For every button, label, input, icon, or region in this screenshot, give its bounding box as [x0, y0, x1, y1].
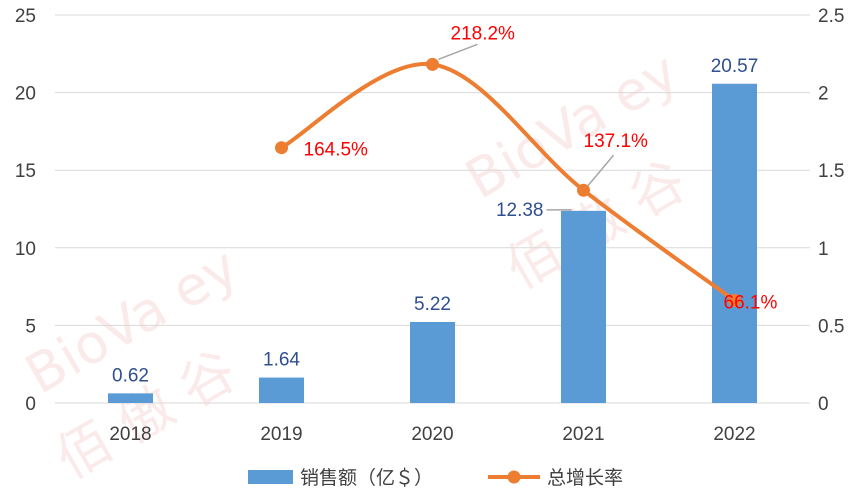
left-y-tick-label: 25	[15, 6, 36, 27]
right-y-tick-label: 2.5	[818, 6, 844, 27]
growth-rate-point	[426, 57, 439, 71]
legend-line-label: 总增长率	[547, 467, 623, 489]
legend-bar-swatch	[248, 470, 293, 484]
bar	[259, 377, 304, 403]
rate-data-label: 164.5%	[304, 140, 369, 161]
x-tick-label: 2018	[109, 424, 151, 445]
left-y-tick-label: 20	[15, 84, 36, 105]
x-tick-label: 2019	[260, 424, 302, 445]
bar-data-label: 5.22	[414, 294, 451, 315]
right-y-tick-label: 1.5	[818, 161, 844, 182]
bar-data-label: 1.64	[263, 350, 300, 371]
line-series: 164.5% 218.2% 137.1% 66.1%	[275, 23, 777, 313]
left-y-tick-label: 0	[25, 394, 36, 415]
rate-data-label: 218.2%	[451, 23, 516, 44]
bar-data-label: 0.62	[112, 365, 149, 386]
right-y-tick-label: 1	[818, 239, 829, 260]
bar	[108, 393, 153, 403]
left-y-axis: 0 5 10 15 20 25	[15, 6, 36, 415]
growth-rate-point	[728, 293, 741, 307]
bar-data-label: 12.38	[496, 200, 544, 221]
legend-bar-label: 销售额（亿＄）	[300, 467, 433, 489]
bar-series: 0.62 1.64 5.22 12.38 20.57	[108, 56, 758, 403]
left-y-tick-label: 10	[15, 239, 36, 260]
bar	[561, 210, 606, 403]
x-tick-label: 2021	[562, 424, 604, 445]
left-y-tick-label: 15	[15, 161, 36, 182]
rate-data-label: 66.1%	[724, 292, 778, 313]
growth-rate-point	[577, 183, 590, 197]
legend: 销售额（亿＄） 总增长率	[248, 467, 623, 489]
legend-line-marker	[507, 470, 521, 484]
right-y-axis: 0 0.5 1 1.5 2 2.5	[818, 6, 844, 415]
growth-rate-line	[279, 62, 737, 303]
x-axis: 2018 2019 2020 2021 2022	[109, 424, 755, 445]
bar	[712, 83, 757, 403]
right-y-tick-label: 0	[818, 394, 829, 415]
x-tick-label: 2022	[713, 424, 755, 445]
growth-rate-point	[275, 141, 288, 155]
x-tick-label: 2020	[411, 424, 453, 445]
bar-data-label: 20.57	[711, 56, 759, 77]
bar	[410, 321, 455, 403]
right-y-tick-label: 0.5	[818, 316, 844, 337]
right-y-tick-label: 2	[818, 84, 829, 105]
rate-label-leader-line	[586, 154, 615, 187]
rate-data-label: 137.1%	[584, 131, 649, 152]
left-y-tick-label: 5	[25, 316, 36, 337]
rate-label-leader-line	[438, 43, 478, 61]
